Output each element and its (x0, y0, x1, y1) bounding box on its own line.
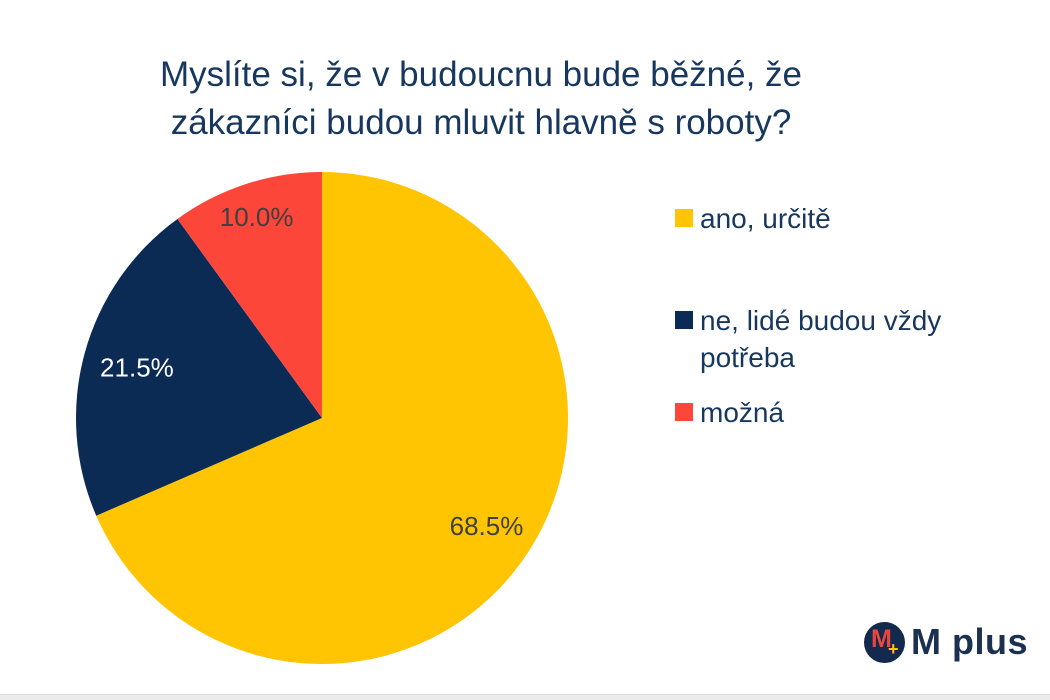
pie-label-ne-lide-budou-vzdy-potreba: 21.5% (100, 352, 174, 382)
pie-slice-ano-urcite (96, 172, 568, 664)
chart-title-line-1: Myslíte si, že v budoucnu bude běžné, že (159, 55, 803, 95)
mplus-logo: M + M plus (864, 621, 1028, 663)
pie-label-ano-urcite: 68.5% (450, 511, 524, 541)
mplus-logo-badge-icon: M + (864, 621, 905, 663)
legend-label-ano-urcite: ano, určitě (700, 203, 831, 234)
pie-chart: 68.5% 21.5% 10.0% (75, 172, 568, 664)
mplus-wordmark: M plus (911, 621, 1028, 662)
mplus-monogram: M (871, 624, 892, 653)
legend: ano, určitě ne, lidé budou vždy potřeba … (675, 0, 995, 700)
chart-title-line-2: zákazníci budou mluvit hlavně s roboty? (170, 103, 792, 143)
chart-title: Myslíte si, že v budoucnu bude běžné, že… (0, 51, 962, 147)
plus-icon: + (888, 638, 899, 659)
legend-label-mozna: možná (700, 397, 785, 428)
legend-swatch-ano-urcite (675, 209, 693, 227)
pie-slice-ne-lide-budou-vzdy-potreba (75, 218, 322, 516)
legend-item-mozna: možná (675, 394, 975, 431)
legend-swatch-mozna (675, 403, 693, 421)
legend-label-ne-lide-budou-vzdy-potreba: ne, lidé budou vždy potřeba (700, 305, 942, 373)
pie-slice-mozna (177, 172, 322, 418)
legend-item-ne-lide-budou-vzdy-potreba: ne, lidé budou vždy potřeba (675, 302, 975, 376)
legend-swatch-ne-lide-budou-vzdy-potreba (675, 311, 693, 329)
legend-item-ano-urcite: ano, určitě (675, 200, 975, 237)
pie-label-mozna: 10.0% (220, 202, 294, 232)
bottom-divider (0, 694, 1050, 700)
